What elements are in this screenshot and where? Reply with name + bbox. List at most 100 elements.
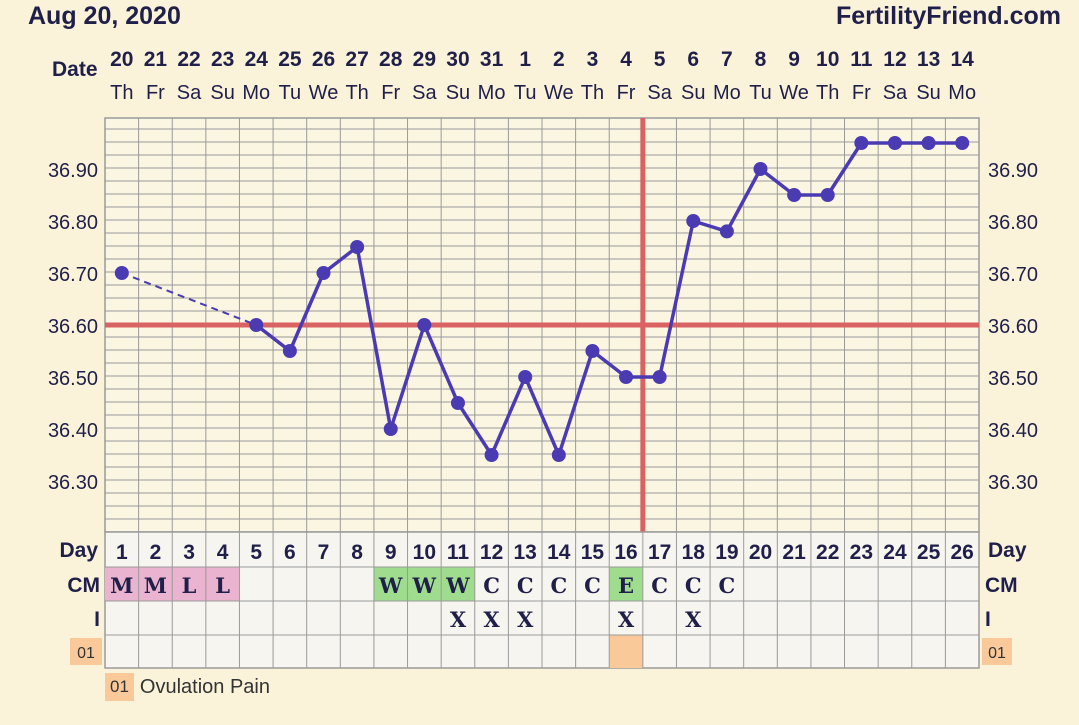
date-label-7: 27 [345, 48, 368, 71]
cm-cell-4 [205, 567, 240, 601]
weekday-label-4: Mo [242, 82, 270, 104]
intercourse-mark-12: X [483, 607, 500, 632]
temp-point-20 [753, 162, 768, 176]
date-label-4: 24 [245, 48, 269, 71]
date-label-5: 25 [278, 48, 302, 71]
weekday-label-16: Sa [647, 82, 672, 104]
cm-value-13: C [517, 573, 534, 598]
intercourse-row-label-left: I [94, 608, 100, 631]
cycle-day-23: 23 [850, 541, 873, 564]
y-tick-left-4: 36.50 [48, 368, 98, 390]
weekday-label-20: We [779, 82, 809, 104]
date-label-14: 3 [587, 48, 599, 71]
cm-cell-1 [105, 567, 139, 601]
temp-point-23 [854, 136, 869, 150]
cycle-day-24: 24 [883, 541, 907, 564]
date-label-19: 8 [755, 48, 767, 71]
weekday-label-19: Tu [749, 82, 772, 104]
cycle-day-16: 16 [614, 541, 637, 564]
weekday-label-23: Sa [883, 82, 908, 104]
site-name[interactable]: FertilityFriend.com [835, 2, 1061, 30]
cycle-day-8: 8 [351, 541, 363, 564]
temp-line-segment-7 [456, 402, 494, 456]
temp-point-25 [921, 136, 936, 150]
temp-line-segment-10 [557, 350, 595, 456]
y-tick-left-5: 36.40 [48, 420, 98, 442]
note-chip-left [70, 638, 102, 665]
cycle-day-20: 20 [749, 541, 772, 564]
date-label-21: 10 [816, 48, 839, 71]
weekday-label-2: Sa [177, 82, 202, 104]
date-label-11: 31 [480, 48, 504, 71]
temp-line-segment-16 [759, 167, 796, 197]
temp-line-segment-4 [355, 246, 393, 430]
day-row-label-right: Day [988, 539, 1027, 562]
y-tick-right-0: 36.90 [988, 160, 1038, 182]
cycle-day-15: 15 [581, 541, 605, 564]
cycle-day-10: 10 [413, 541, 436, 564]
temp-line-segment-9 [523, 376, 561, 456]
temp-line-segment-0 [121, 272, 257, 326]
cycle-day-4: 4 [217, 541, 229, 564]
cycle-day-13: 13 [514, 541, 537, 564]
y-tick-left-1: 36.80 [48, 212, 98, 234]
weekday-label-22: Fr [852, 82, 871, 104]
date-label-3: 23 [211, 48, 234, 71]
date-label-20: 9 [788, 48, 800, 71]
temp-line-segment-3 [322, 245, 359, 275]
date-label-9: 29 [413, 48, 436, 71]
date-label-6: 26 [312, 48, 335, 71]
temp-point-9 [383, 422, 398, 436]
cycle-day-2: 2 [150, 541, 162, 564]
weekday-label-8: Fr [381, 82, 400, 104]
temp-point-5 [249, 318, 264, 332]
weekday-label-14: Th [581, 82, 604, 104]
date-label-16: 5 [654, 48, 666, 71]
temp-line-segment-5 [389, 324, 427, 430]
cm-value-4: L [215, 573, 230, 598]
date-label-0: 20 [110, 48, 133, 71]
cm-cell-10 [407, 567, 442, 601]
cm-value-2: M [144, 573, 167, 598]
cycle-day-5: 5 [250, 541, 262, 564]
temp-point-11 [450, 396, 465, 410]
temp-line-segment-8 [489, 376, 527, 456]
day-row-label-left: Day [59, 539, 98, 562]
cycle-day-11: 11 [447, 541, 470, 564]
weekday-label-12: Tu [514, 82, 537, 104]
cycle-day-7: 7 [318, 541, 330, 564]
intercourse-mark-11: X [450, 607, 467, 632]
temp-point-12 [484, 448, 499, 462]
temp-point-21 [787, 188, 802, 202]
cm-value-14: C [550, 573, 567, 598]
date-label-24: 13 [917, 48, 940, 71]
cm-value-1: M [110, 573, 133, 598]
date-label-1: 21 [144, 48, 168, 71]
weekday-label-5: Tu [279, 82, 302, 104]
temp-point-26 [955, 136, 970, 150]
cycle-day-25: 25 [917, 541, 941, 564]
weekday-label-7: Th [345, 82, 368, 104]
temp-point-10 [417, 318, 432, 332]
weekday-label-0: Th [110, 82, 133, 104]
temp-point-16 [619, 370, 634, 384]
temp-line-segment-6 [422, 324, 460, 404]
y-tick-right-6: 36.30 [988, 472, 1038, 494]
temp-point-13 [518, 370, 533, 384]
temp-line-segment-13 [657, 220, 695, 378]
y-tick-left-0: 36.90 [48, 160, 98, 182]
cm-row-label-right: CM [985, 574, 1018, 597]
y-tick-left-6: 36.30 [48, 472, 98, 494]
weekday-label-15: Fr [617, 82, 636, 104]
cycle-day-17: 17 [648, 541, 671, 564]
date-label-18: 7 [721, 48, 733, 71]
cycle-day-1: 1 [116, 541, 128, 564]
date-label-13: 2 [553, 48, 565, 71]
cycle-day-3: 3 [183, 541, 195, 564]
temp-line-segment-11 [591, 349, 628, 379]
cm-cell-11 [441, 567, 475, 601]
temp-point-14 [551, 448, 566, 462]
legend-code-chip: 01 [105, 673, 134, 701]
temp-point-1 [114, 266, 129, 280]
cm-cell-3 [172, 567, 206, 601]
